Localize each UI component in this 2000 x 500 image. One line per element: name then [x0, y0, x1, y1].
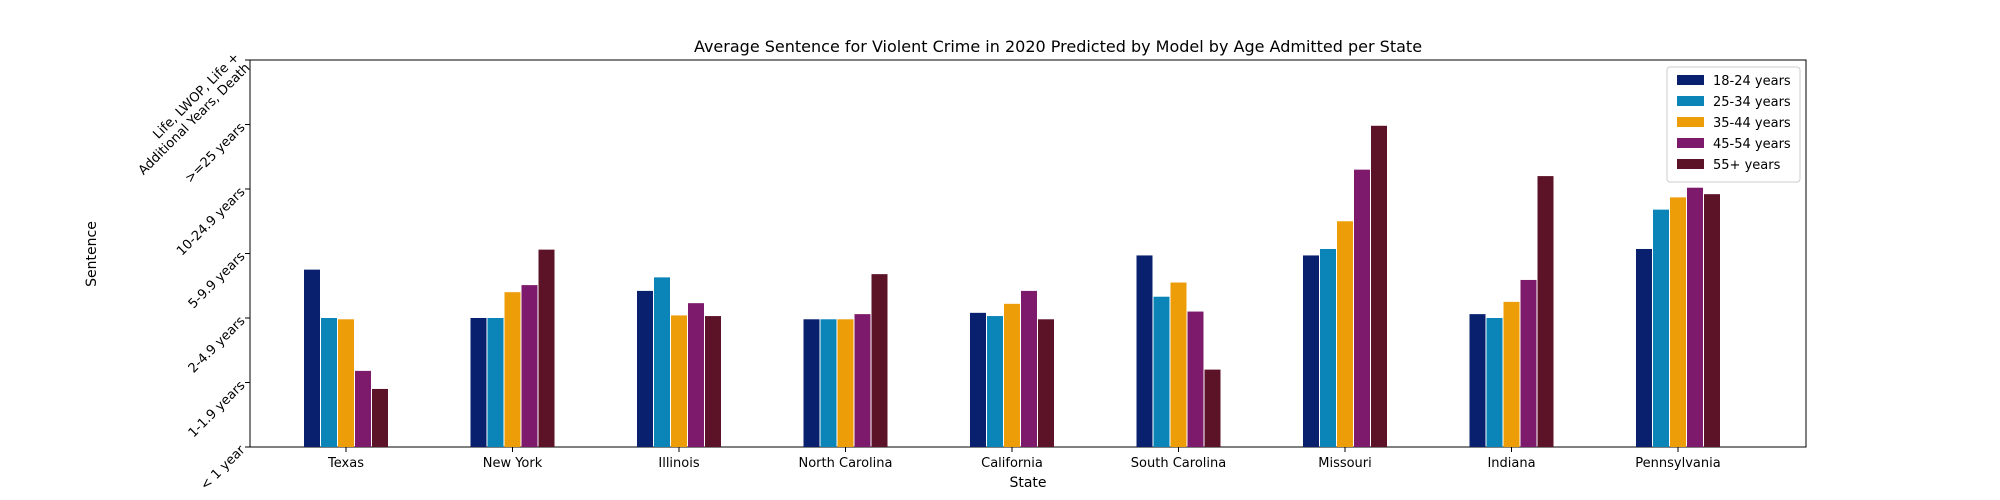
- bar: [1354, 169, 1370, 447]
- bar: [1038, 319, 1054, 447]
- bar: [321, 318, 337, 447]
- bar: [1520, 279, 1537, 447]
- bar: [1320, 248, 1336, 447]
- x-axis-label: State: [1009, 475, 1046, 491]
- bar: [470, 318, 487, 447]
- y-tick-label: 2-4.9 years: [186, 314, 249, 377]
- y-tick-label: Life, LWOP, Life +Additional Years, Deat…: [125, 50, 253, 178]
- bar: [871, 274, 888, 447]
- legend-swatch: [1677, 159, 1704, 169]
- legend-label: 55+ years: [1713, 158, 1781, 173]
- bar: [854, 314, 871, 447]
- bar: [355, 370, 371, 447]
- y-tick-label: 1-1.9 years: [186, 378, 249, 441]
- bar: [1204, 369, 1221, 447]
- x-tick-label: South Carolina: [1131, 456, 1226, 471]
- bar: [1469, 314, 1486, 447]
- x-tick-label: Illinois: [658, 456, 699, 471]
- bar: [1503, 301, 1520, 447]
- bar: [970, 312, 986, 447]
- bar: [688, 303, 704, 447]
- bar: [487, 318, 504, 447]
- bar: [504, 292, 521, 447]
- bar: [803, 319, 820, 447]
- bar: [338, 319, 354, 447]
- bar: [1170, 282, 1187, 447]
- x-tick-label: Missouri: [1318, 456, 1372, 471]
- bar: [1004, 303, 1020, 447]
- bar: [1337, 221, 1353, 447]
- bar: [1153, 296, 1170, 447]
- bar: [1303, 255, 1319, 447]
- bar: [521, 285, 538, 447]
- bar: [637, 290, 653, 447]
- bar: [372, 388, 388, 447]
- chart-title: Average Sentence for Violent Crime in 20…: [694, 37, 1422, 56]
- bar: [1636, 248, 1652, 447]
- bar: [1136, 255, 1153, 447]
- bar: [1371, 125, 1387, 447]
- legend-box: [1666, 66, 1801, 183]
- bar: [1687, 187, 1703, 447]
- bar: [705, 316, 721, 447]
- x-tick-label: North Carolina: [799, 456, 893, 471]
- y-tick-label-line: Additional Years, Death: [136, 61, 254, 179]
- legend-label: 18-24 years: [1713, 74, 1791, 89]
- bar: [671, 315, 687, 447]
- bar: [538, 249, 555, 447]
- x-tick-label: New York: [483, 456, 543, 471]
- x-tick-label: Indiana: [1487, 456, 1535, 471]
- bars-layer: [304, 125, 1720, 447]
- legend: 18-24 years 25-34 years 35-44 years 45-54 y…: [1666, 66, 1801, 183]
- bar: [837, 319, 854, 447]
- legend-swatch: [1677, 96, 1704, 106]
- y-tick-label: 5-9.9 years: [186, 249, 249, 312]
- x-axis: Texas New York Illinois North Carolina Calif…: [327, 447, 1721, 471]
- bar: [1486, 318, 1503, 447]
- bar: [987, 316, 1003, 447]
- legend-label: 35-44 years: [1713, 116, 1791, 131]
- bar: [1670, 197, 1686, 447]
- bar: [654, 277, 670, 447]
- legend-swatch: [1677, 75, 1704, 85]
- legend-label: 25-34 years: [1713, 95, 1791, 110]
- bar: [1704, 194, 1720, 447]
- bar: [1653, 209, 1669, 447]
- y-tick-label: < 1 year: [198, 442, 249, 493]
- bar: [1021, 290, 1037, 447]
- bar: [1537, 176, 1554, 447]
- legend-swatch: [1677, 138, 1704, 148]
- x-tick-label: Pennsylvania: [1635, 456, 1720, 471]
- x-tick-label: Texas: [327, 456, 364, 471]
- legend-label: 45-54 years: [1713, 137, 1791, 152]
- bar: [1187, 311, 1204, 447]
- legend-swatch: [1677, 117, 1704, 127]
- y-axis-label: Sentence: [84, 221, 100, 287]
- y-tick-label: 10-24.9 years: [174, 185, 248, 259]
- x-tick-label: California: [981, 456, 1043, 471]
- bar: [304, 269, 320, 447]
- bar: [820, 319, 837, 447]
